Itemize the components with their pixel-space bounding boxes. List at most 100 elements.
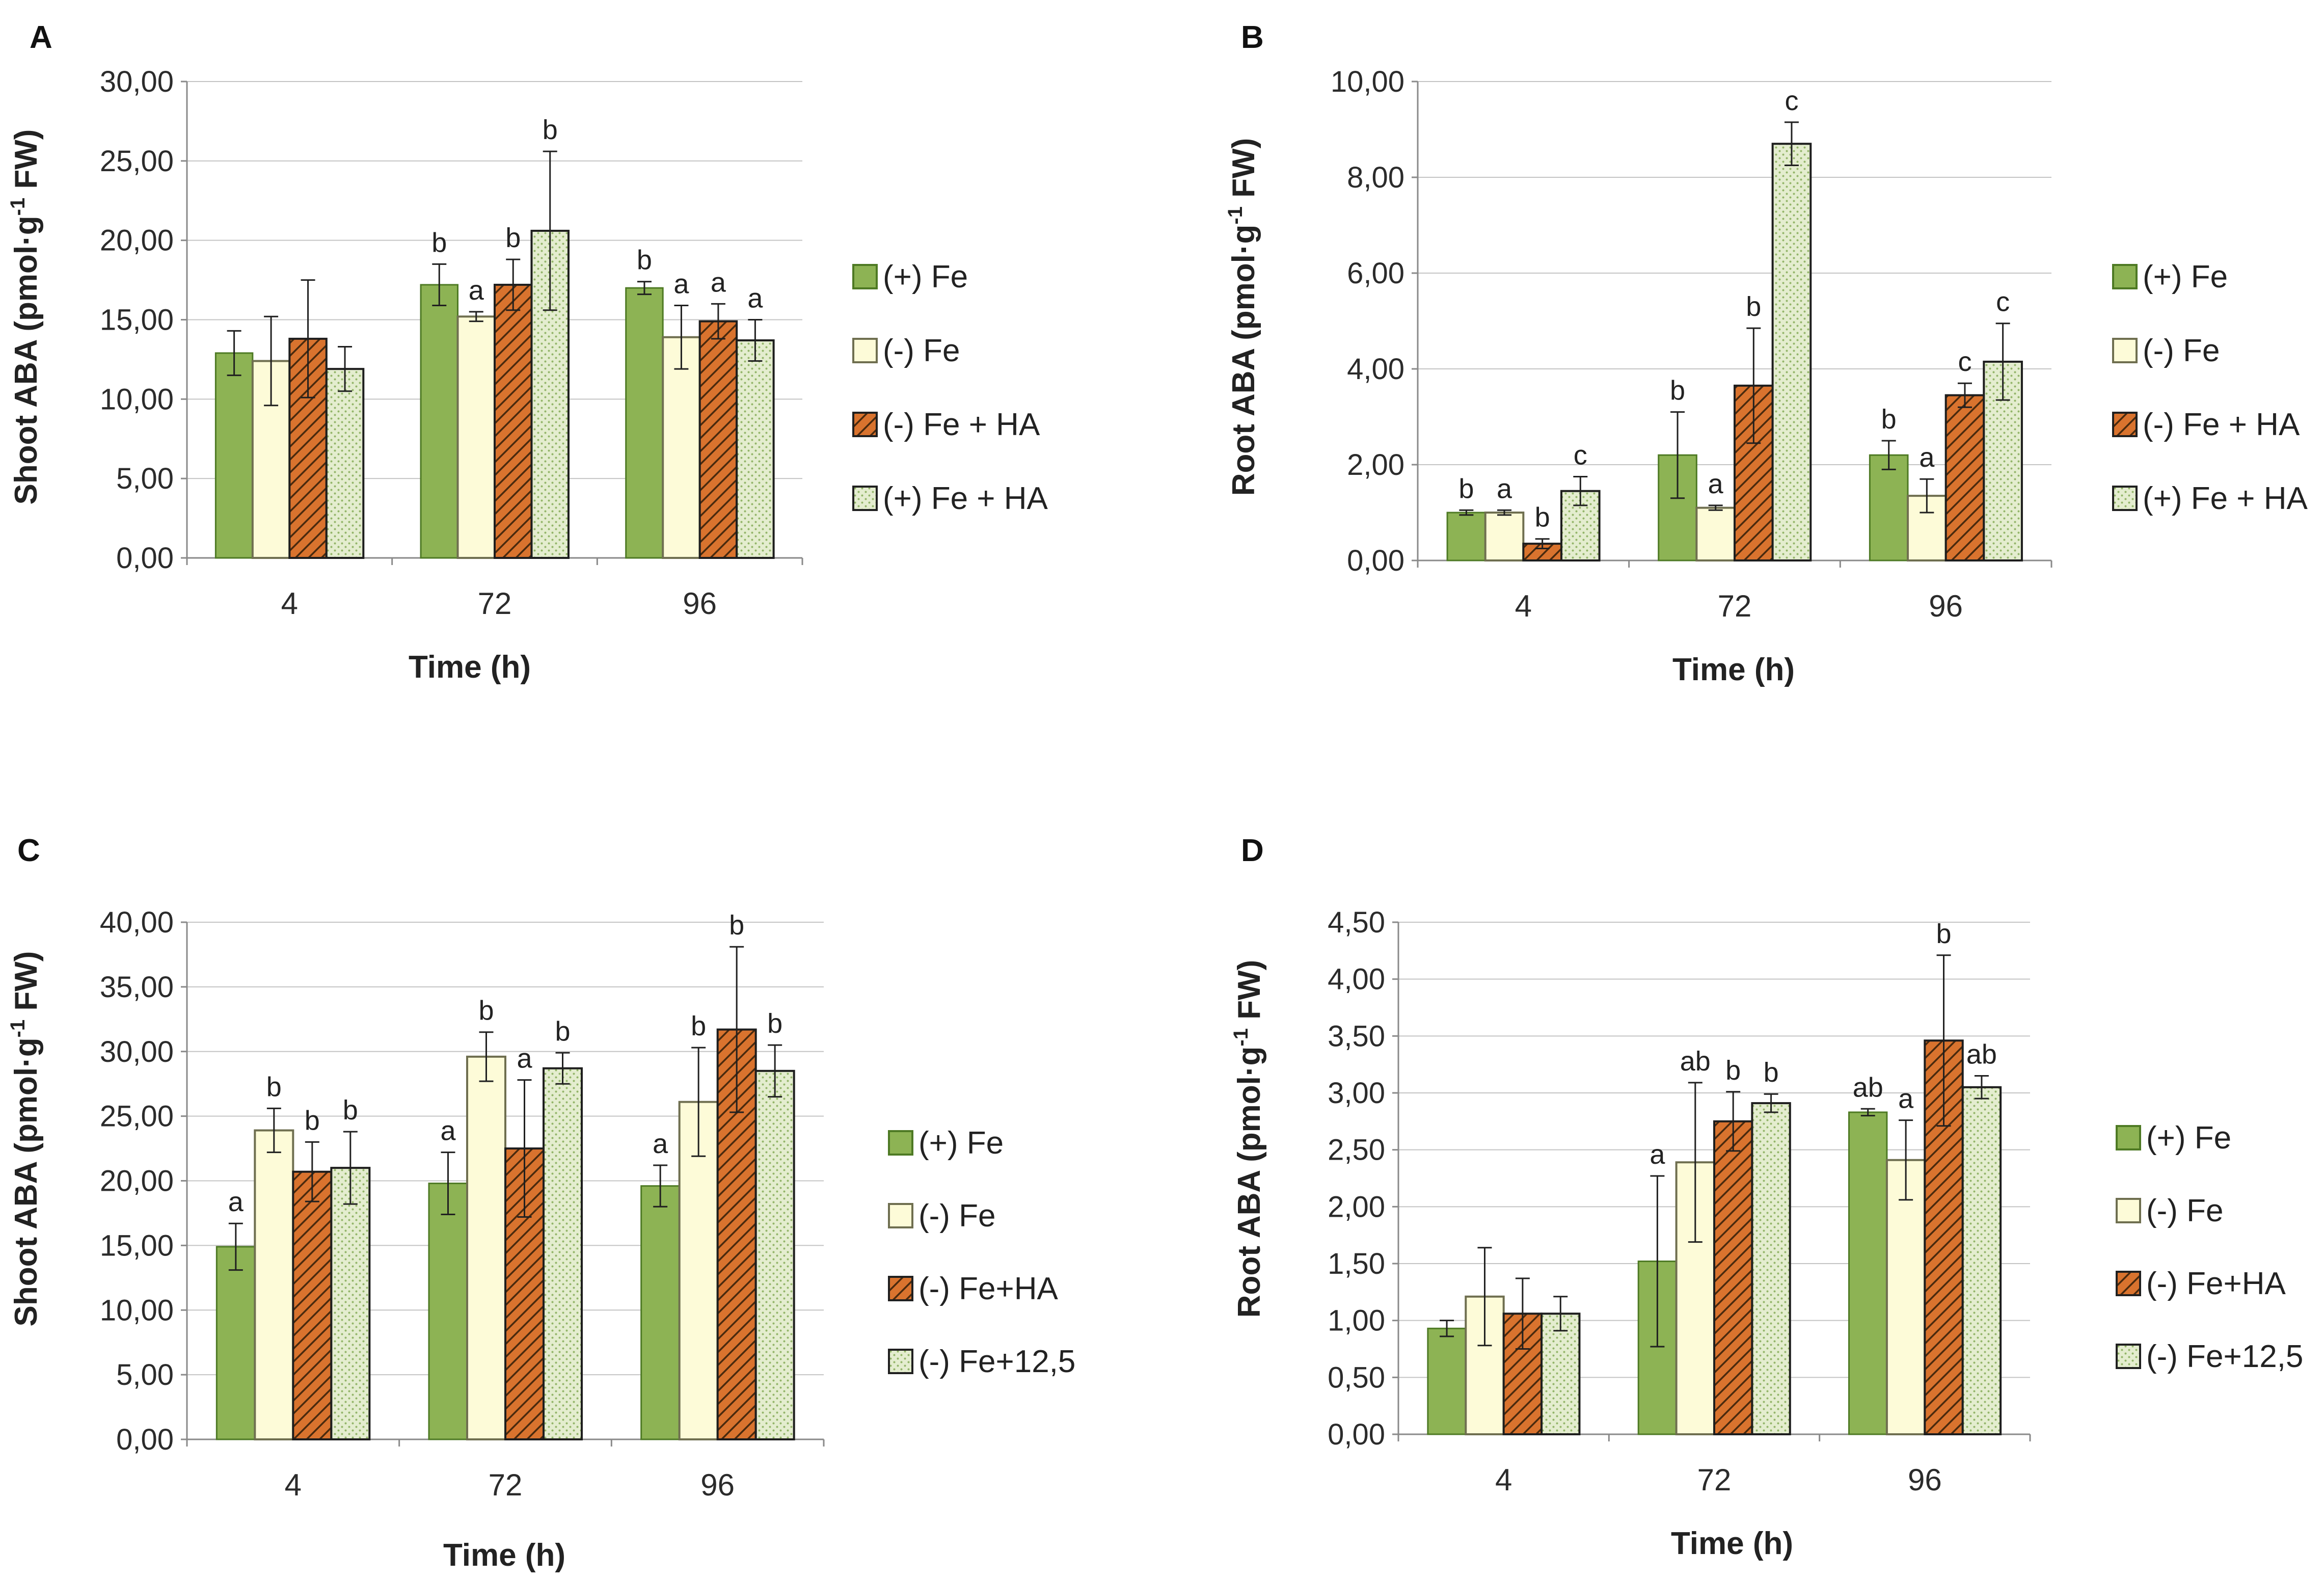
significance-letter: c bbox=[1996, 287, 2010, 317]
legend-label: (+) Fe bbox=[918, 1126, 1004, 1161]
significance-letter: b bbox=[505, 223, 521, 253]
legend-label: (-) Fe + HA bbox=[2143, 407, 2300, 442]
legend-item-minus-fe-ha: (-) Fe+HA bbox=[888, 1271, 1059, 1306]
x-tick-label: 4 bbox=[1515, 589, 1532, 623]
bar-plus-fe bbox=[1446, 512, 1487, 561]
significance-letter: a bbox=[440, 1116, 456, 1146]
significance-letter: a bbox=[1650, 1139, 1665, 1170]
bar-plus-fe bbox=[625, 287, 664, 559]
y-tick-label: 15,00 bbox=[100, 304, 174, 337]
bar-minus-fe bbox=[254, 1129, 294, 1441]
x-tick-label: 72 bbox=[489, 1468, 523, 1502]
legend-item-minus-fe: (-) Fe bbox=[852, 333, 960, 368]
legend-label: (+) Fe + HA bbox=[883, 481, 1048, 516]
significance-letter: a bbox=[1497, 473, 1512, 504]
legend-item-minus-fe: (-) Fe bbox=[2116, 1193, 2224, 1228]
y-axis-title-main: Shoot ABA (pmol·g bbox=[9, 216, 44, 504]
bar-minus-fe-ha bbox=[698, 320, 738, 559]
significance-letter: a bbox=[711, 267, 726, 298]
y-tick-label: 6,00 bbox=[1347, 257, 1404, 290]
legend-swatch-plus-fe-ha bbox=[852, 486, 878, 511]
bar-minus-fe bbox=[1695, 506, 1736, 561]
legend-item-minus-fe-ha: (-) Fe + HA bbox=[2112, 407, 2300, 442]
y-tick-label: 1,50 bbox=[1328, 1247, 1385, 1280]
y-tick-label: 5,00 bbox=[116, 1358, 174, 1391]
significance-letter: b bbox=[691, 1011, 706, 1041]
legend-item-minus-fe-ha: (-) Fe+HA bbox=[2116, 1266, 2286, 1301]
bar-minus-fe-ha bbox=[1944, 394, 1985, 561]
panel-d: D Root ABA (pmol·g-1 FW) Time (h) 0,000,… bbox=[1230, 833, 2303, 1561]
y-tick-label: 0,00 bbox=[116, 1423, 174, 1456]
significance-letter: b bbox=[637, 245, 652, 276]
significance-letter: a bbox=[1898, 1084, 1914, 1114]
legend-swatch-minus-fe-ha bbox=[2112, 412, 2138, 437]
legend-label: (-) Fe bbox=[918, 1198, 996, 1234]
legend-swatch-plus-fe bbox=[888, 1130, 913, 1156]
bar-minus-fe bbox=[662, 336, 701, 559]
significance-letter: b bbox=[266, 1072, 282, 1102]
legend-swatch-plus-fe bbox=[852, 264, 878, 289]
y-tick-label: 10,00 bbox=[100, 1294, 174, 1327]
legend-item-minus-fe: (-) Fe bbox=[2112, 333, 2220, 368]
x-tick-label: 96 bbox=[683, 586, 717, 621]
legend-item-plus-fe-ha: (+) Fe + HA bbox=[852, 481, 1048, 516]
bar-fourth-treatment bbox=[543, 1067, 583, 1440]
x-tick-label: 4 bbox=[285, 1468, 302, 1502]
significance-letter: a bbox=[673, 269, 689, 299]
legend-item-plus-fe: (+) Fe bbox=[888, 1126, 1004, 1161]
bar-fourth-treatment bbox=[1771, 143, 1812, 561]
legend-label: (-) Fe bbox=[883, 333, 960, 368]
legend-swatch-minus-fe-12-5 bbox=[888, 1349, 913, 1374]
panel-letter: A bbox=[30, 20, 52, 55]
bar-minus-fe bbox=[466, 1055, 506, 1440]
y-axis-title-end: FW) bbox=[1226, 138, 1261, 206]
panel-a: A Shoot ABA (pmol·g-1 FW) Time (h) 0,00 5… bbox=[7, 20, 1048, 685]
significance-letter: c bbox=[1958, 346, 1971, 377]
y-tick-label: 2,50 bbox=[1328, 1134, 1385, 1167]
significance-letter: a bbox=[1708, 469, 1724, 499]
significance-letter: b bbox=[1746, 291, 1761, 322]
y-axis-title-end: FW) bbox=[1232, 960, 1267, 1028]
legend-item-plus-fe-ha: (+) Fe + HA bbox=[2112, 481, 2308, 516]
legend-item-plus-fe: (+) Fe bbox=[2116, 1120, 2231, 1156]
y-tick-label: 4,00 bbox=[1328, 963, 1385, 996]
legend-label: (-) Fe + HA bbox=[883, 407, 1040, 442]
significance-letter: a bbox=[1919, 442, 1935, 473]
x-tick-label: 4 bbox=[281, 586, 298, 621]
x-tick-label: 72 bbox=[1718, 589, 1752, 623]
significance-letter: b bbox=[1881, 404, 1897, 435]
significance-letter: b bbox=[431, 227, 447, 258]
significance-letter: b bbox=[1764, 1057, 1779, 1088]
panel-c: C Shoot ABA (pmol·g-1 FW) Time (h) 0,00 5… bbox=[7, 833, 1075, 1573]
bar-minus-fe bbox=[1885, 1159, 1926, 1435]
legend-swatch-minus-fe bbox=[2116, 1198, 2141, 1223]
y-tick-label: 35,00 bbox=[100, 971, 174, 1004]
y-axis-title-superscript: -1 bbox=[7, 1020, 29, 1038]
legend-swatch-minus-fe-ha bbox=[852, 412, 878, 437]
significance-letter: a bbox=[469, 275, 484, 306]
significance-letter: b bbox=[555, 1016, 570, 1047]
bar-fourth-treatment bbox=[325, 368, 365, 559]
significance-letter: c bbox=[1785, 86, 1798, 116]
bar-minus-fe bbox=[1484, 512, 1525, 561]
significance-letter: b bbox=[343, 1095, 358, 1126]
y-tick-label: 40,00 bbox=[100, 906, 174, 939]
bar-plus-fe bbox=[640, 1185, 681, 1440]
legend-swatch-minus-fe bbox=[852, 338, 878, 363]
y-axis-title: Shoot ABA (pmol·g-1 FW) bbox=[7, 951, 44, 1327]
y-tick-label: 25,00 bbox=[100, 1100, 174, 1133]
legend-swatch-minus-fe-12-5 bbox=[2116, 1344, 2141, 1369]
y-tick-label: 0,00 bbox=[1347, 544, 1404, 577]
legend-label: (+) Fe bbox=[2146, 1120, 2231, 1156]
x-axis-title: Time (h) bbox=[443, 1538, 565, 1573]
legend-label: (+) Fe + HA bbox=[2143, 481, 2308, 516]
y-tick-label: 15,00 bbox=[100, 1229, 174, 1262]
significance-letter: a bbox=[517, 1043, 532, 1074]
significance-letter: ab bbox=[1853, 1072, 1883, 1103]
significance-letter: b bbox=[305, 1105, 320, 1136]
significance-letter: b bbox=[1936, 919, 1952, 949]
y-tick-label: 3,00 bbox=[1328, 1077, 1385, 1110]
y-tick-label: 0,00 bbox=[116, 542, 174, 575]
